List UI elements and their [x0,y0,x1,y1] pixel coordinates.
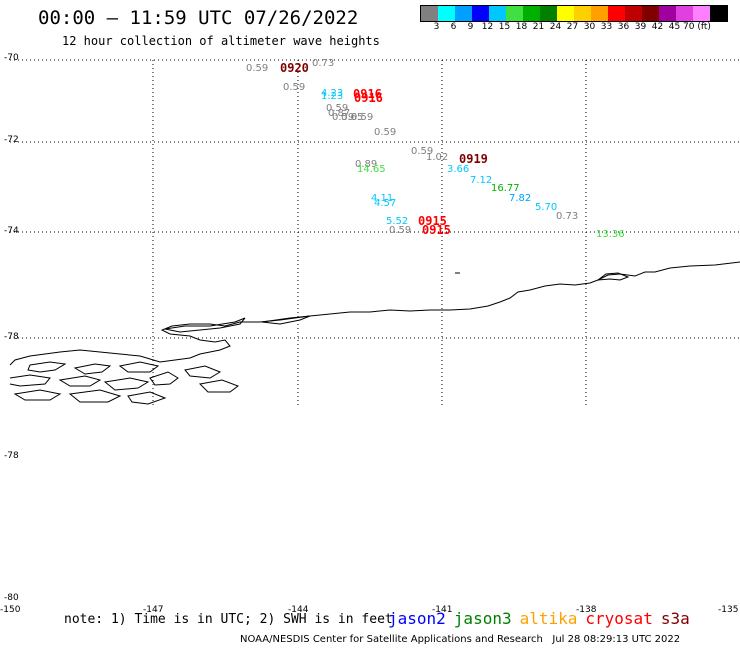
scale-label: 18 [515,22,528,32]
scale-label: 9 [467,22,474,32]
satellite-legend-item: cryosat [585,609,653,628]
lat-label: -74 [4,226,19,236]
scale-label: 45 [668,22,681,32]
wave-height-value: 0.59 [246,63,269,74]
wave-height-value: 5.70 [535,202,558,213]
scale-swatch [693,6,710,21]
scale-swatch [676,6,693,21]
wave-height-value: 4.11 [371,193,394,204]
coastline [9,261,740,405]
lat-label: -72 [4,135,19,145]
scale-swatch [523,6,540,21]
scale-label: 33 [600,22,613,32]
scale-swatch [540,6,557,21]
scale-label: 21 [532,22,545,32]
scale-swatch [642,6,659,21]
pass-time-label: 0919 [459,152,488,166]
footer-note: note: 1) Time is in UTC; 2) SWH is in fe… [64,612,393,627]
scale-label: 24 [549,22,562,32]
satellite-legend: jason2 jason3 altika cryosat s3a [388,609,690,628]
wave-height-value: 0.73 [556,211,579,222]
wave-height-value: 0.59 [351,112,374,123]
scale-label: 30 [583,22,596,32]
satellite-legend-item: s3a [660,609,690,628]
scale-swatch [574,6,591,21]
wave-height-value: 0.59 [411,146,434,157]
scale-swatch [506,6,523,21]
wave-height-value: 0.59 [332,112,355,123]
scale-swatch [625,6,642,21]
satellite-legend-item: jason2 [388,609,446,628]
scale-swatch [421,6,438,21]
scale-swatch [557,6,574,21]
pass-time-label: 0920 [280,61,309,75]
wave-height-value: 1.02 [426,152,449,163]
wave-height-value: 4.23 [321,88,344,99]
scale-swatch [455,6,472,21]
wave-height-value: 5.52 [386,216,409,227]
wave-height-value: 14.65 [357,164,386,175]
pass-time-label: 0915 [422,223,451,237]
wave-height-value: 4.57 [374,198,397,209]
pass-time-label: 0915 [418,214,447,228]
graticule [10,59,740,405]
page-title: 00:00 – 11:59 UTC 07/26/2022 [38,7,359,29]
scale-label: 42 [651,22,664,32]
wave-height-value: 7.12 [470,175,493,186]
wave-height-value: 0.87 [328,108,351,119]
wave-height-value: 0.65 [341,112,364,123]
lon-label: -147 [143,605,164,615]
page-subtitle: 12 hour collection of altimeter wave hei… [62,34,380,48]
scale-label: 70 (ft) [683,22,711,32]
wave-height-value: 0.89 [355,159,378,170]
lon-label: -144 [288,605,309,615]
scale-label: 3 [433,22,440,32]
wave-height-value: 3.66 [447,164,470,175]
scale-label: 12 [481,22,494,32]
scale-swatch [438,6,455,21]
lat-label: -70 [4,53,19,63]
scale-swatch [608,6,625,21]
lon-label: -138 [576,605,597,615]
scale-swatch [591,6,608,21]
lat-label: -78 [4,332,19,342]
lon-label: -141 [432,605,453,615]
scale-swatch [489,6,506,21]
pass-time-label: 0916 [354,91,383,105]
credit-line: NOAA/NESDIS Center for Satellite Applica… [240,634,681,645]
scale-label: 36 [617,22,630,32]
satellite-legend-item: altika [519,609,578,628]
scale-swatch [710,6,727,21]
wave-height-value: 7.82 [509,193,532,204]
scale-label: 27 [566,22,579,32]
wave-height-value: 0.59 [283,82,306,93]
lat-label: -78 [4,451,19,461]
scale-label: 6 [450,22,457,32]
wave-height-value: 13.36 [596,229,625,240]
scale-label: 15 [498,22,511,32]
scale-label: 39 [634,22,647,32]
pass-time-label: 0916 [353,87,382,101]
lon-label: -135 [718,605,739,615]
wave-height-value: 0.59 [326,103,349,114]
lon-label: -150 [0,605,21,615]
satellite-legend-item: jason3 [453,609,512,628]
wave-height-value: 1.23 [321,91,344,102]
scale-swatch [659,6,676,21]
scale-swatch [472,6,489,21]
wave-height-value: 0.73 [312,58,335,69]
wave-height-value: 0.59 [389,225,412,236]
wave-height-value: 16.77 [491,183,520,194]
wave-height-value: 0.59 [374,127,397,138]
color-scale-labels: 3 6 9 12 15 18 21 24 27 30 33 36 39 42 45 70 (ft) [420,22,740,34]
color-scale [420,5,728,22]
lat-label: -80 [4,593,19,603]
